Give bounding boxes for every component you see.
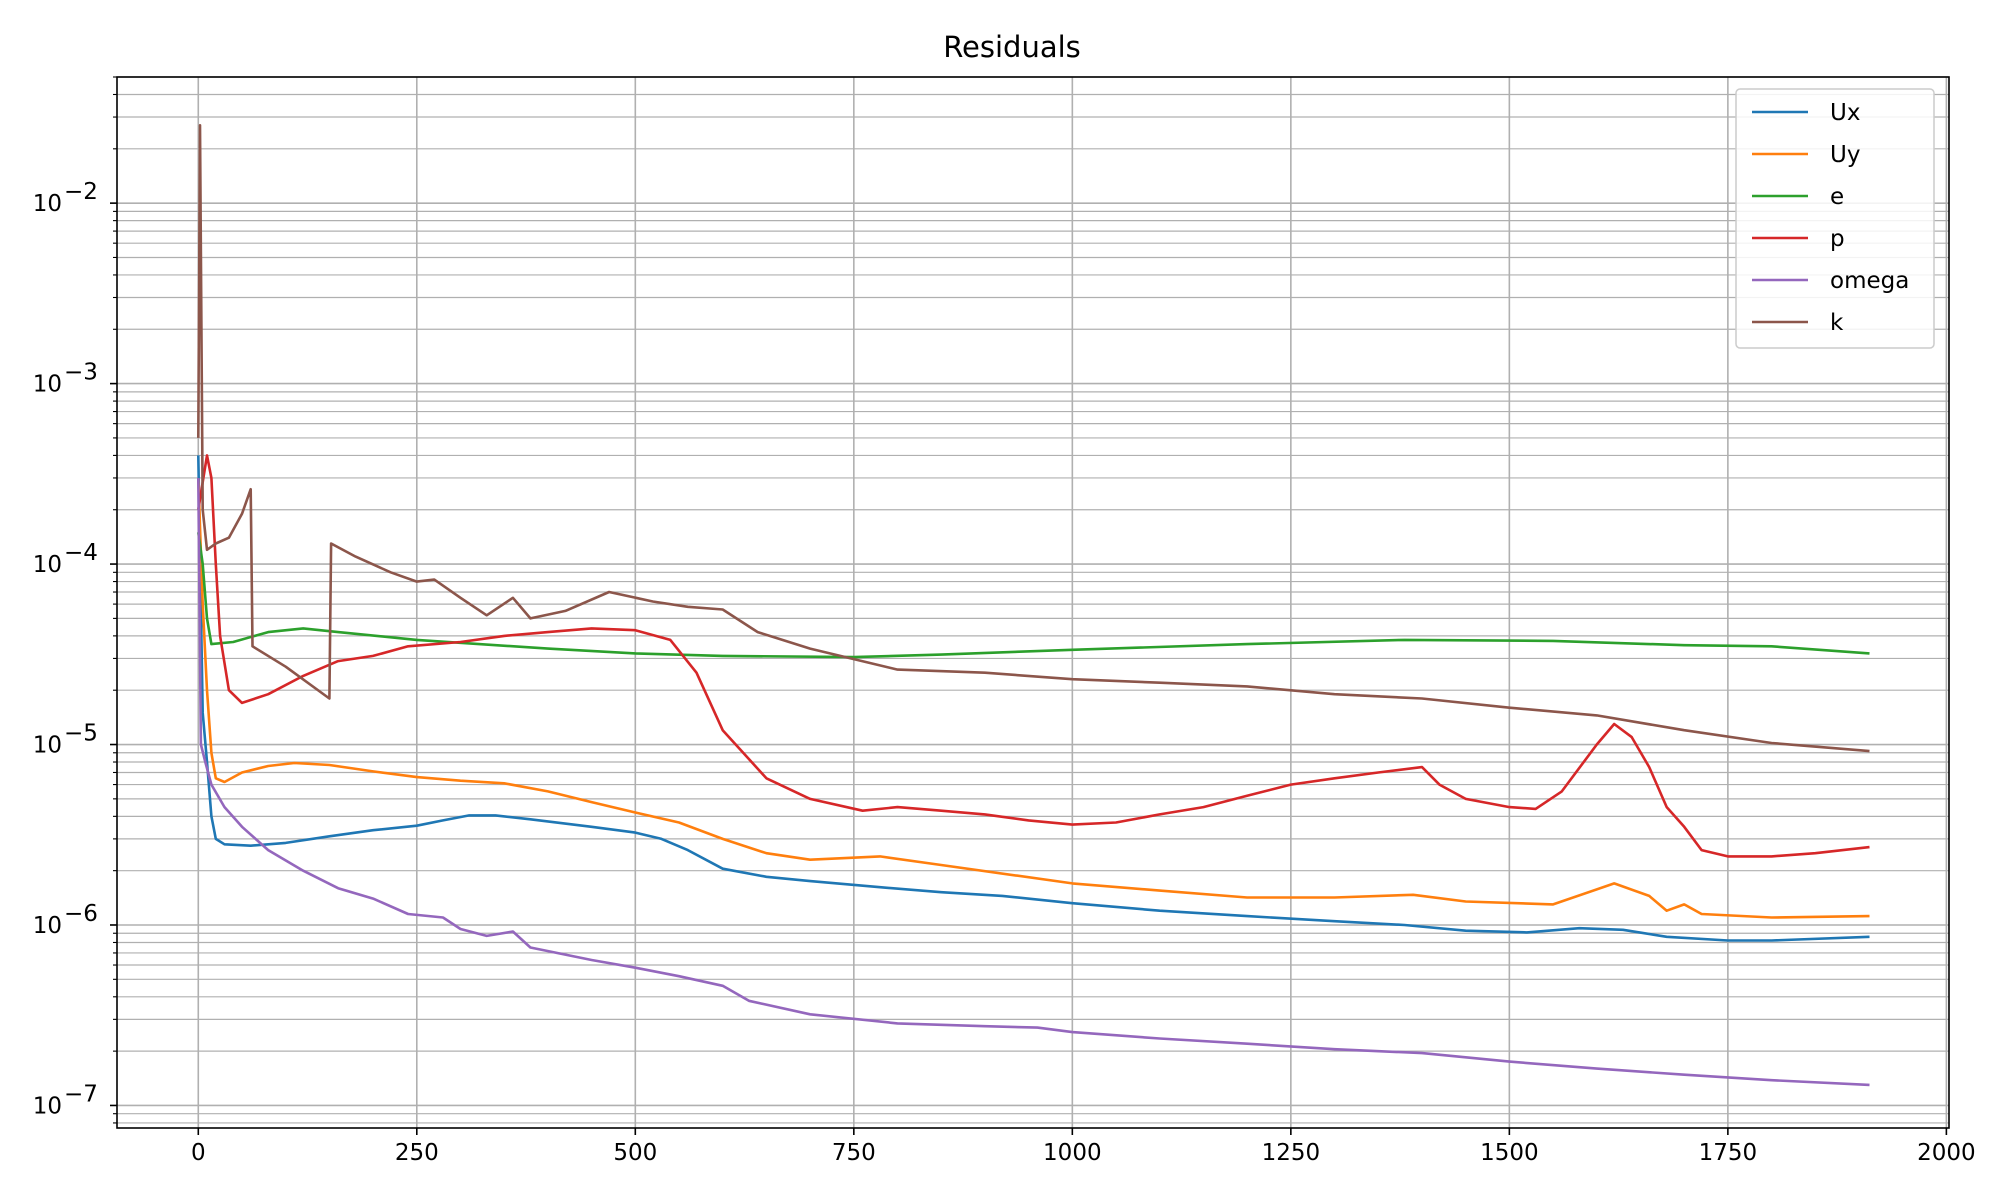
- y-tick-base: 10: [33, 1093, 62, 1119]
- series-line-p: [197, 454, 1870, 858]
- legend-label: Uy: [1830, 142, 1860, 168]
- y-tick-exponent: −2: [64, 179, 98, 205]
- legend-label: k: [1830, 310, 1844, 336]
- x-tick-label: 1000: [1043, 1140, 1102, 1166]
- legend-item-k: k: [1752, 310, 1844, 336]
- x-tick-label: 250: [395, 1140, 439, 1166]
- y-tick-label: 10 −4: [33, 540, 98, 578]
- series-line-k: [197, 124, 1870, 753]
- y-tick-exponent: −6: [64, 901, 98, 927]
- y-tick-base: 10: [33, 913, 62, 939]
- y-tick-base: 10: [33, 191, 62, 217]
- y-tick-exponent: −3: [64, 360, 98, 386]
- legend-label: p: [1830, 226, 1845, 252]
- y-tick-exponent: −5: [64, 721, 98, 747]
- series-line-e: [197, 532, 1870, 659]
- y-tick-label: 10 −3: [33, 360, 98, 398]
- y-axis: 10−710−610−510−410−310−2: [33, 76, 117, 1124]
- x-tick-label: 750: [832, 1140, 876, 1166]
- x-tick-label: 1750: [1699, 1140, 1758, 1166]
- legend-item-p: p: [1752, 226, 1845, 252]
- y-tick-base: 10: [33, 733, 62, 759]
- legend-item-omega: omega: [1752, 268, 1909, 294]
- legend-label: e: [1830, 184, 1844, 210]
- y-tick-exponent: −4: [64, 540, 98, 566]
- legend: Ux Uy ep omega k: [1735, 88, 1935, 349]
- y-tick-exponent: −7: [64, 1081, 98, 1107]
- y-tick-label: 10 −2: [33, 179, 98, 217]
- y-tick-label: 10 −7: [33, 1081, 98, 1119]
- x-tick-label: 0: [191, 1140, 206, 1166]
- y-tick-label: 10 −6: [33, 901, 98, 939]
- x-tick-label: 500: [613, 1140, 657, 1166]
- series-line-omega: [197, 477, 1870, 1087]
- x-tick-label: 2000: [1917, 1140, 1976, 1166]
- x-axis: 0 250 500 750 1000 1250 1500 1750 2000: [191, 1128, 1976, 1166]
- y-tick-base: 10: [33, 552, 62, 578]
- legend-label: Ux: [1830, 100, 1860, 126]
- plot-frame: [116, 76, 1950, 1129]
- chart-title: Residuals: [943, 30, 1081, 64]
- y-tick-base: 10: [33, 372, 62, 398]
- series-line-Uy: [197, 477, 1870, 919]
- legend-item-e: e: [1752, 184, 1844, 210]
- x-tick-label: 1500: [1480, 1140, 1539, 1166]
- y-tick-label: 10 −5: [33, 721, 98, 759]
- legend-item-Ux: Ux: [1752, 100, 1860, 126]
- series-lines: [197, 124, 1870, 1087]
- legend-label: omega: [1830, 268, 1909, 294]
- series-line-Ux: [197, 455, 1870, 942]
- x-tick-label: 1250: [1262, 1140, 1321, 1166]
- legend-item-Uy: Uy: [1752, 142, 1860, 168]
